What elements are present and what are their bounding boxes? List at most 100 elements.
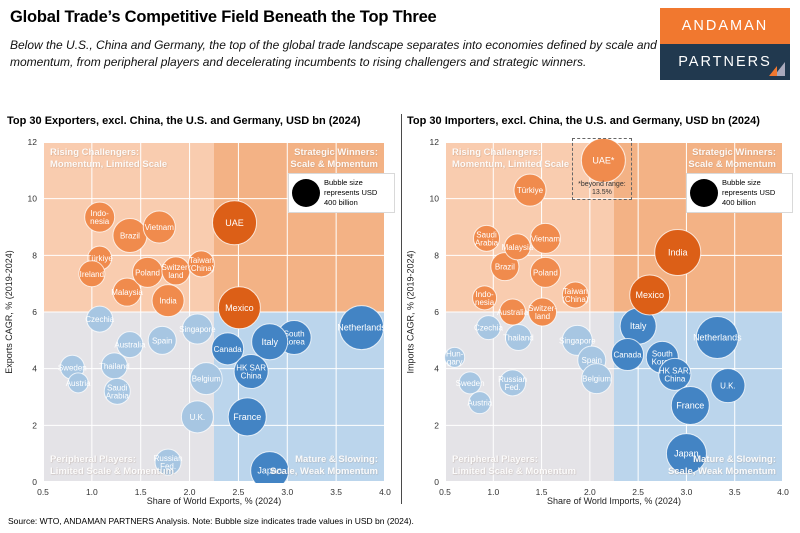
bubble-u.k.	[710, 368, 746, 404]
x-tick-label: 1.0	[487, 487, 499, 497]
quadrant-label-bottom-left: Peripheral Players: Limited Scale & Mome…	[452, 454, 577, 478]
bubble-label: Malaysia	[502, 243, 534, 252]
bubble-india	[654, 229, 702, 276]
bubble-label: Indo-nesia	[90, 209, 110, 226]
y-tick-label: 10	[430, 194, 440, 204]
x-tick-label: 1.5	[536, 487, 548, 497]
bubble-austria	[67, 372, 89, 394]
plot-area-importers: Hun-gary Sweden Austria Russian Fed. Czechia T…	[430, 137, 793, 497]
bubble-label: Vietnam	[145, 223, 175, 232]
logo-partners: PARTNERS	[660, 44, 790, 80]
bubble-türkiye	[513, 173, 547, 207]
quadrant-label-bottom-right: Mature & Slowing: Scale, Weak Momentum	[667, 454, 776, 478]
bubble-label: Japan	[674, 449, 699, 459]
bubble-france	[227, 397, 267, 437]
x-tick-label: 0.5	[37, 487, 49, 497]
bubble-austria	[468, 391, 492, 415]
bubble-label: U.K.	[190, 413, 206, 422]
bubble-label: Ireland	[80, 270, 104, 279]
x-tick-label: 2.0	[184, 487, 196, 497]
bubble-label: Singapore	[559, 336, 596, 345]
bubble-label: Switzer-land	[161, 263, 190, 280]
x-tick-label: 3.5	[729, 487, 741, 497]
bubble-czechia	[475, 315, 501, 341]
bubble-label: Poland	[533, 268, 558, 277]
bubble-saudi-arabia	[473, 224, 501, 252]
bubble-japan	[665, 433, 707, 475]
x-tick-label: 0.5	[439, 487, 451, 497]
bubble-label: South Korea	[283, 330, 305, 347]
bubble-taiwan-(china)	[187, 250, 215, 278]
bubble-label: Russian Fed.	[154, 454, 183, 471]
bubble-vietnam	[529, 222, 561, 254]
x-tick-label: 2.5	[632, 487, 644, 497]
bubble-australia	[499, 298, 527, 326]
bubble-brazil	[490, 252, 520, 282]
bubble-france	[670, 386, 710, 425]
bubble-belgium	[189, 362, 223, 396]
bubble-label: Austria	[66, 379, 91, 388]
bubble-label: Spain	[582, 356, 602, 365]
bubble-italy	[251, 323, 289, 361]
outlier-annotation-box: *beyond range: 13.5%	[571, 137, 633, 201]
bubble-label: Belgium	[192, 375, 221, 384]
logo-partners-text: PARTNERS	[678, 54, 772, 70]
bubble-hk-sar,-china	[658, 357, 692, 391]
bubble-label: Türkiye	[517, 186, 544, 195]
x-tick-label: 1.0	[86, 487, 98, 497]
bubble-label: Czechia	[85, 315, 114, 324]
bubble-label: South Korea	[652, 349, 674, 366]
plot-border	[42, 141, 386, 483]
bubble-label: Australia	[114, 341, 146, 350]
bubble-label: Singapore	[179, 325, 216, 334]
outlier-note: *beyond range: 13.5%	[578, 180, 626, 197]
plot-area-exporters: Sweden Austria Thailand Saudi Arabia Czechia A…	[28, 137, 395, 497]
bubble-label: Belgium	[582, 375, 611, 384]
y-tick-label: 0	[434, 477, 439, 487]
bubble-label: Brazil	[495, 263, 515, 272]
bubble-label: Saudi Arabia	[475, 230, 499, 247]
bubble-singapore	[181, 313, 213, 345]
bubble-label: France	[676, 401, 704, 411]
x-tick-label: 4.0	[777, 487, 789, 497]
x-axis-label-importers: Share of World Imports, % (2024)	[547, 496, 681, 506]
y-tick-label: 4	[32, 364, 37, 374]
legend-bubble	[292, 179, 320, 207]
bubble-label: Canada	[614, 351, 643, 360]
bubble-label: HK SAR, China	[659, 366, 691, 383]
bubble-czechia	[86, 305, 114, 333]
bubble-saudi-arabia	[103, 377, 131, 405]
bubble-netherlands	[695, 316, 739, 359]
bubble-label: Mexico	[635, 290, 664, 300]
bubble-label: U.K.	[720, 382, 736, 391]
logo-andaman: ANDAMAN	[660, 8, 790, 44]
bubble-label: Saudi Arabia	[106, 383, 130, 400]
bubble-label: Malaysia	[111, 288, 143, 297]
bubble-japan	[250, 451, 290, 483]
quadrant-label-bottom-left: Peripheral Players: Limited Scale & Mome…	[50, 454, 175, 478]
bubble-label: Netherlands	[337, 323, 386, 333]
bubble-australia	[116, 331, 144, 359]
bubble-vietnam	[142, 210, 176, 244]
bubble-label: Czechia	[474, 324, 503, 333]
bubble-label: Indo-nesia	[475, 290, 495, 307]
quadrant-label-top-left: Rising Challengers: Momentum, Limited Sc…	[50, 147, 168, 170]
bubble-label: Australia	[497, 308, 529, 317]
x-tick-label: 2.5	[233, 487, 245, 497]
bubble-hk-sar-china	[233, 354, 269, 389]
bubble-label: HK SAR China	[236, 364, 266, 381]
y-tick-label: 4	[434, 364, 439, 374]
x-tick-label: 2.0	[584, 487, 596, 497]
bubble-sweden	[458, 371, 482, 395]
quadrant-label-bottom-right: Mature & Slowing: Scale, Weak Momentum	[269, 454, 378, 478]
x-tick-label: 3.5	[330, 487, 342, 497]
sail-icon	[769, 62, 785, 76]
bubble-label: Italy	[261, 337, 278, 347]
bubble-malaysia	[503, 233, 531, 261]
bubble-canada	[211, 332, 245, 366]
y-tick-label: 12	[430, 137, 440, 147]
y-axis-label-exporters: Exports CAGR, % (2019-2024)	[2, 142, 16, 482]
bubble-russian-fed.	[499, 369, 527, 397]
panel-divider	[401, 114, 402, 504]
